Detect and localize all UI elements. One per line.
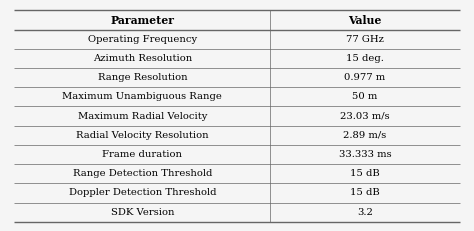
Text: 15 deg.: 15 deg. — [346, 54, 384, 63]
Text: Value: Value — [348, 15, 382, 25]
Text: Azimuth Resolution: Azimuth Resolution — [93, 54, 192, 63]
Text: 0.977 m: 0.977 m — [345, 73, 386, 82]
Text: Frame duration: Frame duration — [102, 150, 182, 159]
Text: Parameter: Parameter — [110, 15, 174, 25]
Text: 33.333 ms: 33.333 ms — [339, 150, 392, 159]
Text: 77 GHz: 77 GHz — [346, 35, 384, 44]
Text: 15 dB: 15 dB — [350, 169, 380, 178]
Text: Doppler Detection Threshold: Doppler Detection Threshold — [69, 188, 216, 198]
Text: 50 m: 50 m — [352, 92, 378, 101]
Text: 3.2: 3.2 — [357, 208, 373, 217]
Text: 23.03 m/s: 23.03 m/s — [340, 112, 390, 121]
Text: Maximum Radial Velocity: Maximum Radial Velocity — [78, 112, 207, 121]
Text: Range Detection Threshold: Range Detection Threshold — [73, 169, 212, 178]
Text: Maximum Unambiguous Range: Maximum Unambiguous Range — [63, 92, 222, 101]
Text: Operating Frequency: Operating Frequency — [88, 35, 197, 44]
Text: Radial Velocity Resolution: Radial Velocity Resolution — [76, 131, 209, 140]
Text: Range Resolution: Range Resolution — [98, 73, 187, 82]
Text: SDK Version: SDK Version — [110, 208, 174, 217]
Text: 2.89 m/s: 2.89 m/s — [344, 131, 387, 140]
Text: 15 dB: 15 dB — [350, 188, 380, 198]
